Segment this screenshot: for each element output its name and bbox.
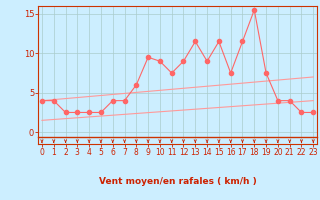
X-axis label: Vent moyen/en rafales ( km/h ): Vent moyen/en rafales ( km/h ): [99, 177, 256, 186]
